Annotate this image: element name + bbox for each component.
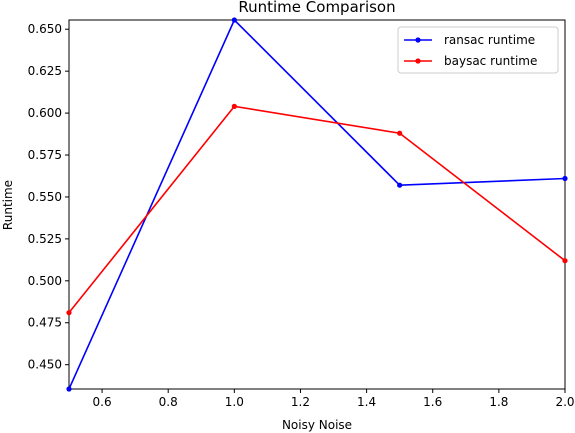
x-axis-label: Noisy Noise	[282, 418, 352, 432]
x-tick-label: 1.6	[423, 395, 442, 409]
y-axis-label: Runtime	[1, 180, 15, 230]
baysac-runtime-point	[231, 103, 237, 109]
ransac-legend-marker	[415, 37, 421, 43]
x-tick-label: 1.2	[291, 395, 310, 409]
baysac-runtime-point	[66, 310, 72, 316]
baysac-legend-marker	[415, 58, 421, 64]
y-tick-label: 0.625	[28, 64, 62, 78]
y-tick-label: 0.450	[28, 358, 62, 372]
x-axis-ticks: 0.6 0.8 1.0 1.2 1.4 1.6 1.8 2.0	[93, 389, 575, 409]
baysac-runtime-line	[68, 105, 566, 314]
baysac-runtime-point	[397, 130, 403, 136]
baysac-legend-label: baysac runtime	[444, 54, 537, 68]
plot-area: 0.6 0.8 1.0 1.2 1.4 1.6 1.8 2.0 0.450 0.475 0.500…	[28, 17, 575, 409]
y-tick-label: 0.475	[28, 316, 62, 330]
chart-title: Runtime Comparison	[238, 0, 395, 16]
y-axis-ticks: 0.450 0.475 0.500 0.525 0.550 0.575 0.600 0.625…	[28, 22, 69, 372]
y-tick-label: 0.525	[28, 232, 62, 246]
x-tick-label: 1.4	[357, 395, 376, 409]
y-tick-label: 0.550	[28, 190, 62, 204]
plot-frame	[68, 19, 566, 390]
legend: ransac runtime baysac runtime	[397, 26, 559, 74]
legend-box	[397, 26, 559, 74]
x-tick-label: 1.8	[489, 395, 508, 409]
ransac-legend-label: ransac runtime	[444, 33, 535, 47]
ransac-runtime-line	[68, 18, 566, 390]
ransac-runtime-point	[231, 17, 237, 23]
y-tick-label: 0.600	[28, 106, 62, 120]
ransac-runtime-point	[562, 175, 568, 182]
ransac-runtime-point	[397, 182, 403, 188]
y-tick-label: 0.500	[28, 274, 62, 288]
baysac-runtime-point	[562, 258, 568, 264]
x-tick-label: 0.6	[93, 395, 112, 409]
x-tick-label: 2.0	[555, 395, 574, 409]
y-tick-label: 0.650	[28, 22, 62, 36]
x-tick-label: 1.0	[225, 395, 244, 409]
x-tick-label: 0.8	[159, 395, 178, 409]
y-tick-label: 0.575	[28, 148, 62, 162]
series-lines	[66, 17, 568, 392]
ransac-runtime-point	[66, 386, 72, 392]
